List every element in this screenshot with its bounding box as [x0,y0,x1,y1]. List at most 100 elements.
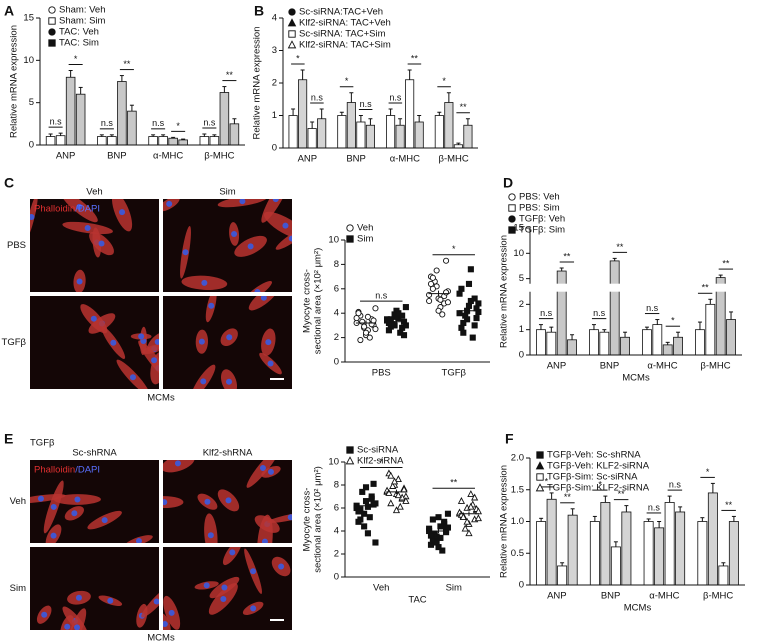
point [385,488,393,496]
legend-label: Klf2-siRNA: TAC+Sim [299,40,391,51]
legend-marker [287,18,297,27]
x-tick-label: BNP [346,154,366,165]
point [394,475,402,483]
significance-label: ** [616,242,624,252]
nucleus [208,302,215,309]
y-tick-label: 10 [513,248,524,259]
nucleus [247,243,254,250]
x-tick-label: β-MHC [438,154,468,165]
point [429,516,436,523]
point [437,534,444,541]
nucleus [138,333,145,340]
bar [434,115,444,149]
significance-label: n.s [152,118,165,128]
nucleus [182,249,189,256]
x-axis-label: MCMs [624,603,652,614]
y-tick-label: 5 [519,273,524,284]
bar [405,79,415,149]
significance-label: ** [722,258,730,268]
x-axis-label: MCMs [622,373,650,384]
bar [662,344,673,356]
point [355,310,362,317]
y-tick-label: 6 [334,283,339,294]
nucleus [154,338,159,345]
legend-marker [346,235,354,243]
bar [652,324,663,356]
row-label: Sim [10,583,26,594]
y-tick-label: 10 [23,55,34,66]
point [463,517,471,525]
point [361,510,368,517]
y-tick-label: 2 [334,549,339,560]
legend-marker [508,193,516,201]
x-tick-label: ANP [56,151,76,162]
significance-label: ** [702,283,710,293]
bar [673,336,683,356]
bar [589,521,600,586]
point [396,502,404,510]
legend-label: TAC: Sim [59,38,99,49]
y-tick-label: 0 [334,572,339,583]
bar [643,521,654,586]
x-tick-label: Sim [446,583,462,594]
point [460,319,467,327]
panel-label: A [4,3,14,19]
point [444,299,452,306]
bar [55,135,66,146]
y-tick-label: 0.5 [511,548,524,559]
nucleus [76,278,83,285]
legend-marker [508,204,516,212]
nucleus [71,510,78,517]
legend-label: Sim [357,234,373,245]
image-header: TGFβ [30,438,55,449]
significance-label: ** [618,489,626,499]
point [390,477,399,485]
point [357,336,364,344]
point [361,523,368,530]
significance-label: * [345,76,349,86]
y-tick-label: 2 [272,78,277,89]
point [355,508,362,515]
bar [298,79,308,149]
significance-label: * [452,244,456,254]
point [372,539,379,546]
micrograph [163,296,292,389]
bar [697,521,708,586]
point [372,326,379,333]
axis-break [527,283,745,292]
nucleus [203,582,210,589]
point [439,311,446,318]
y-tick-label: 0 [29,140,34,151]
y-tick-label: 6 [334,503,339,514]
significance-label: n.s [648,502,661,512]
point [353,315,360,322]
significance-label: n.s [389,92,402,102]
nucleus [250,605,257,612]
column-label: Sim [219,187,235,198]
nucleus [207,532,214,539]
legend-label: Sham: Sim [59,16,106,27]
bar [463,124,473,149]
nucleus [278,563,285,570]
nucleus [84,224,91,231]
legend-marker [48,28,56,36]
legend-marker [48,39,56,47]
bar [707,492,718,586]
panel-label: D [503,175,513,191]
nucleus [101,517,108,524]
x-tick-label: α-MHC [647,361,677,372]
y-tick-label: 0 [519,580,524,591]
y-axis-label: Myocyte cross- [302,269,313,333]
stain-label: /DAPI [75,204,100,215]
stain-label: Phalloidin [34,204,75,215]
nucleus [226,334,233,341]
x-tick-label: BNP [107,151,127,162]
legend-marker [48,6,56,14]
nucleus [229,549,236,556]
x-tick-label: β-MHC [204,151,234,162]
legend-label: Sc-siRNA: TAC+Sim [299,29,386,40]
point [361,323,368,330]
bar [365,124,375,149]
legend-marker [288,8,296,16]
row-label: Veh [10,496,26,507]
